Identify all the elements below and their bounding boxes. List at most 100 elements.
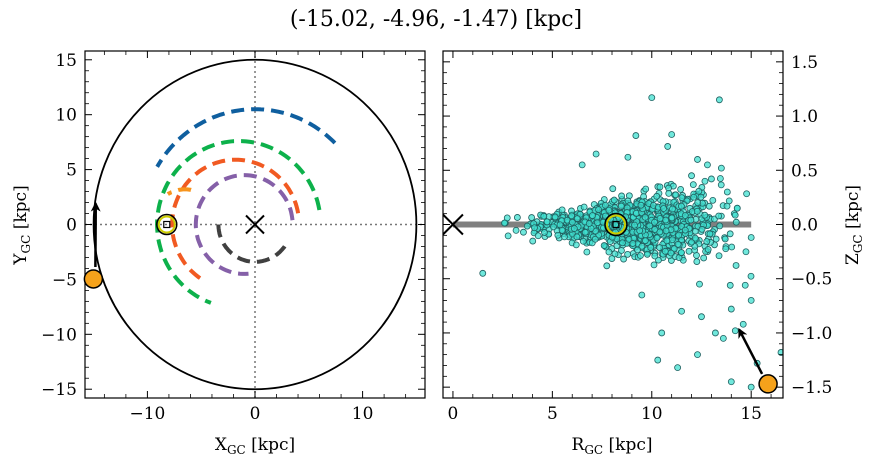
scatter-point — [595, 206, 602, 213]
right-x-axis-label: RGC [kpc] — [572, 435, 653, 457]
right-y-axis-label: ZGC [kpc] — [843, 185, 865, 265]
scatter-point — [608, 255, 616, 262]
scatter-point — [578, 161, 586, 169]
y-tick-label: −0.5 — [791, 270, 832, 290]
sun-ring-inner — [157, 215, 176, 234]
scatter-point — [636, 227, 644, 235]
spiral-arm-4 — [166, 187, 192, 196]
scatter-point — [661, 247, 669, 255]
scatter-point — [653, 192, 661, 200]
scatter-point — [716, 222, 724, 230]
scatter-point — [727, 305, 735, 313]
scatter-point — [520, 228, 527, 236]
object-marker — [83, 269, 104, 289]
scatter-point — [579, 237, 587, 245]
scatter-point — [722, 245, 730, 253]
x-tick-label: 15 — [740, 404, 762, 424]
spiral-arm-5 — [193, 173, 295, 276]
scatter-point — [717, 164, 725, 172]
scatter-point — [674, 364, 682, 372]
scatter-point — [642, 185, 650, 193]
scatter-point — [668, 236, 676, 244]
scatter-point — [660, 205, 667, 212]
scatter-point — [591, 235, 599, 243]
scatter-point — [742, 248, 750, 256]
scatter-point — [572, 241, 580, 249]
scatter-point — [523, 222, 531, 230]
scatter-point — [609, 185, 617, 193]
scatter-point — [672, 191, 680, 199]
scatter-point — [656, 183, 664, 191]
y-tick-label: −5 — [52, 270, 77, 290]
scatter-point — [664, 143, 672, 150]
figure-title: (-15.02, -4.96, -1.47) [kpc] — [290, 7, 582, 32]
spiral-arm-1 — [155, 107, 337, 168]
scatter-point — [504, 232, 512, 240]
scatter-point — [668, 131, 676, 138]
scatter-point — [677, 185, 685, 193]
scatter-point — [611, 250, 619, 258]
scatter-point — [551, 213, 559, 221]
scatter-point — [669, 205, 676, 213]
y-tick-label: 0.5 — [791, 161, 818, 181]
scatter-point — [593, 219, 601, 227]
scatter-point — [703, 238, 711, 245]
scatter-point — [685, 247, 693, 255]
scatter-point — [747, 297, 755, 304]
scatter-point — [618, 247, 625, 254]
scatter-point — [637, 201, 645, 209]
scatter-point — [721, 235, 729, 243]
scatter-point — [678, 307, 685, 315]
scatter-point — [641, 213, 649, 221]
x-tick-label: 10 — [352, 404, 374, 424]
scatter-point — [689, 181, 697, 189]
scatter-point — [747, 383, 755, 391]
scatter-point — [731, 211, 739, 219]
scatter-point — [700, 254, 708, 262]
scatter-point — [653, 234, 661, 242]
scatter-point — [733, 204, 741, 212]
right-panel: 0 5 10 15 −1.5 −1.0 −0.5 0.0 0.5 1.0 1.5 RGC [kpc]… — [442, 50, 865, 457]
scatter-point — [726, 281, 734, 289]
scatter-point — [601, 201, 609, 209]
scatter-point — [554, 231, 562, 239]
scatter-point — [573, 233, 581, 241]
y-tick-label: 0 — [66, 216, 77, 236]
y-tick-label: 5 — [66, 161, 77, 181]
scatter-point — [651, 252, 659, 260]
scatter-point — [656, 215, 664, 222]
scatter-point — [743, 190, 751, 198]
scatter-point — [581, 228, 589, 236]
scatter-point — [580, 203, 588, 211]
object-marker — [758, 374, 778, 394]
galactic-center-marker — [443, 213, 464, 236]
scatter-point — [605, 206, 613, 214]
scatter-point — [704, 161, 711, 169]
scatter-point — [717, 181, 725, 189]
left-y-axis-label: YGC [kpc] — [11, 185, 33, 265]
scatter-point — [739, 320, 747, 328]
scatter-point — [479, 269, 487, 277]
scatter-point — [603, 262, 611, 270]
scatter-point — [675, 231, 683, 239]
galaxy-circle — [92, 58, 418, 391]
scatter-point — [634, 246, 641, 254]
sun-ring-inner — [605, 214, 626, 235]
scatter-point — [600, 242, 608, 249]
scatter-point — [541, 229, 548, 236]
scatter-point — [706, 230, 714, 238]
scatter-point — [677, 202, 685, 210]
scatter-point — [513, 214, 521, 221]
scatter-point — [638, 291, 646, 299]
scatter-point — [747, 272, 755, 280]
scatter-point — [631, 221, 638, 229]
y-tick-label: −1.0 — [791, 324, 832, 344]
velocity-arrow — [738, 327, 764, 375]
scatter-point — [696, 280, 703, 288]
scatter-point — [674, 240, 682, 248]
x-tick-label: −10 — [129, 404, 165, 424]
x-tick-label: 10 — [641, 404, 663, 424]
scatter-point — [662, 216, 670, 224]
scatter-point — [694, 351, 701, 359]
scatter-point — [534, 232, 542, 240]
